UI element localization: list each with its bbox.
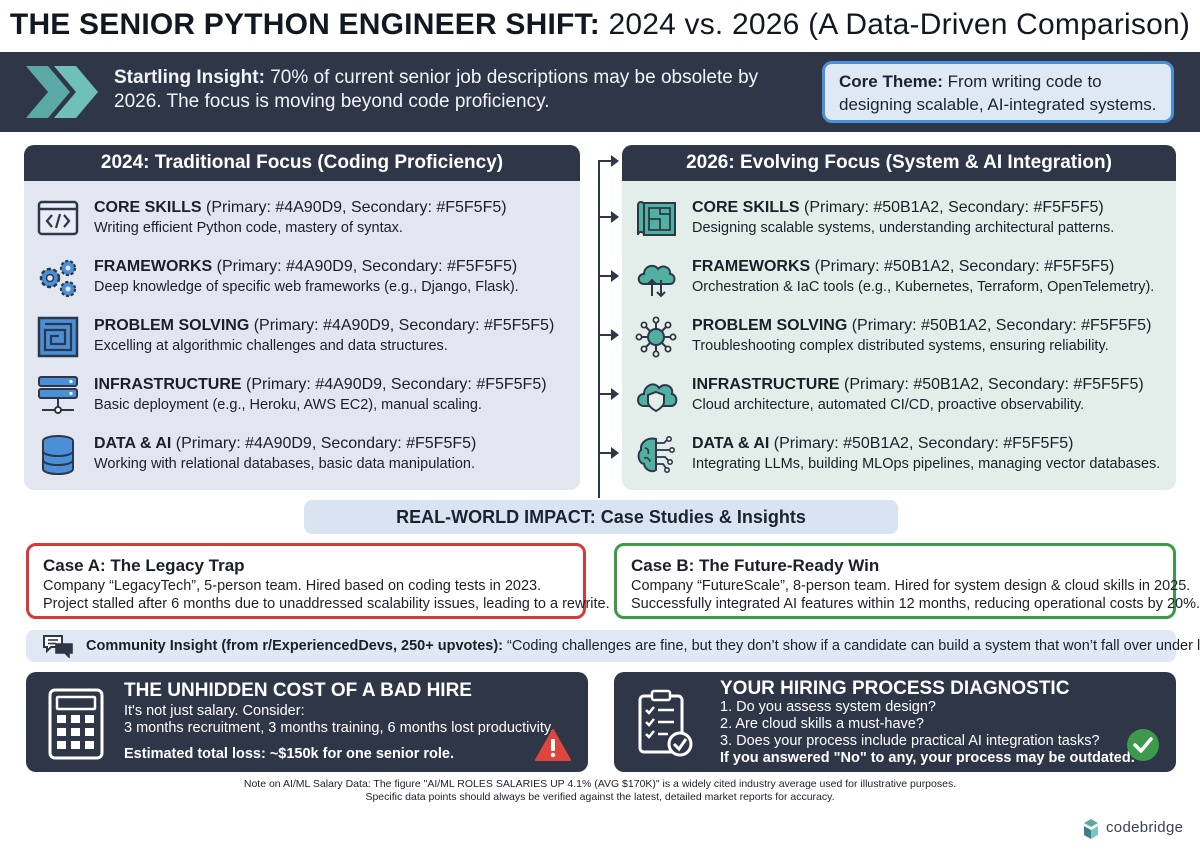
- arrow-core-skills: [599, 211, 619, 223]
- arrow-frameworks: [599, 270, 619, 282]
- diagnostic-q2: 2. Are cloud skills a must-have?: [720, 716, 924, 732]
- title-rest: 2024 vs. 2026 (A Data-Driven Comparison): [599, 8, 1191, 41]
- cloud-shield-icon: [637, 383, 678, 413]
- item-desc: Deep knowledge of specific web framework…: [94, 279, 519, 295]
- item-title: INFRASTRUCTURE: [692, 376, 840, 393]
- case-b-card: Case B: The Future-Ready Win Company “Fu…: [614, 543, 1200, 619]
- item-meta: (Primary: #50B1A2, Secondary: #F5F5F5): [799, 199, 1104, 216]
- item-title: DATA & AI: [692, 435, 770, 452]
- item-desc: Orchestration & IaC tools (e.g., Kuberne…: [692, 279, 1155, 295]
- case-a-title: Case A: The Legacy Trap: [43, 556, 245, 575]
- item-desc: Integrating LLMs, building MLOps pipelin…: [692, 456, 1161, 472]
- item-title: CORE SKILLS: [94, 199, 202, 216]
- note-line1: Note on AI/ML Salary Data: The figure "A…: [243, 778, 957, 790]
- server-icon: [38, 376, 78, 414]
- gears-icon: [39, 259, 77, 298]
- item-title: FRAMEWORKS: [94, 258, 213, 275]
- arrow-heading: [599, 155, 619, 167]
- cost-line2: 3 months recruitment, 3 months training,…: [124, 720, 555, 736]
- case-b-line1: Company “FutureScale”, 8-person team. Hi…: [631, 578, 1191, 594]
- item-meta: (Primary: #4A90D9, Secondary: #F5F5F5): [171, 435, 477, 452]
- bad-hire-cost-panel: THE UNHIDDEN COST OF A BAD HIRE It's not…: [26, 672, 588, 772]
- insight-label: Startling Insight:: [114, 67, 265, 88]
- item-meta: (Primary: #50B1A2, Secondary: #F5F5F5): [810, 258, 1115, 275]
- hiring-diagnostic-panel: YOUR HIRING PROCESS DIAGNOSTIC 1. Do you…: [614, 672, 1176, 772]
- item-title: INFRASTRUCTURE: [94, 376, 242, 393]
- item-meta: (Primary: #4A90D9, Secondary: #F5F5F5): [241, 376, 547, 393]
- item-meta: (Primary: #50B1A2, Secondary: #F5F5F5): [847, 317, 1152, 334]
- diagnostic-verdict: If you answered "No" to any, your proces…: [720, 750, 1135, 766]
- calculator-icon: [48, 688, 104, 760]
- database-icon: [42, 435, 74, 476]
- arrow-problem-solving: [599, 329, 619, 341]
- theme-label: Core Theme:: [839, 72, 943, 91]
- column-2024-heading: 2024: Traditional Focus (Coding Proficie…: [24, 145, 580, 181]
- item-title: CORE SKILLS: [692, 199, 800, 216]
- item-desc: Cloud architecture, automated CI/CD, pro…: [692, 397, 1085, 413]
- case-b-line2: Successfully integrated AI features with…: [631, 596, 1200, 612]
- codebridge-logo-icon: [1084, 819, 1098, 839]
- chat-bubbles-icon: [43, 635, 73, 658]
- diagnostic-q3: 3. Does your process include practical A…: [720, 733, 1100, 749]
- brand-name: codebridge: [1106, 819, 1184, 836]
- column-2026: 2026: Evolving Focus (System & AI Integr…: [622, 145, 1176, 490]
- theme-text: From writing code to designing scalable,…: [839, 72, 1157, 114]
- cost-title: THE UNHIDDEN COST OF A BAD HIRE: [124, 680, 472, 701]
- blueprint-icon: [637, 201, 676, 236]
- case-b-title: Case B: The Future-Ready Win: [631, 556, 880, 575]
- item-title: FRAMEWORKS: [692, 258, 811, 275]
- cost-line3: Estimated total loss: ~$150k for one sen…: [124, 746, 454, 762]
- item-desc: Troubleshooting complex distributed syst…: [692, 338, 1109, 354]
- item-meta: (Primary: #4A90D9, Secondary: #F5F5F5): [212, 258, 518, 275]
- check-circle-icon: [1127, 729, 1159, 761]
- column-2026-heading: 2026: Evolving Focus (System & AI Integr…: [622, 145, 1176, 181]
- insight-banner: Startling Insight: 70% of current senior…: [0, 52, 1200, 132]
- page-title: THE SENIOR PYTHON ENGINEER SHIFT: 2024 v…: [0, 8, 1200, 42]
- arrow-data-ai: [599, 447, 619, 459]
- code-window-icon: [37, 200, 79, 236]
- arrow-infrastructure: [599, 388, 619, 400]
- startling-insight: Startling Insight: 70% of current senior…: [114, 66, 794, 114]
- brain-circuit-icon: [637, 435, 675, 473]
- item-meta: (Primary: #50B1A2, Secondary: #F5F5F5): [769, 435, 1074, 452]
- community-label: Community Insight (from r/ExperiencedDev…: [86, 638, 503, 654]
- case-a-card: Case A: The Legacy Trap Company “LegacyT…: [26, 543, 610, 619]
- note-line2: Specific data points should always be ve…: [365, 791, 835, 803]
- item-desc: Excelling at algorithmic challenges and …: [94, 338, 448, 354]
- item-meta: (Primary: #4A90D9, Secondary: #F5F5F5): [201, 199, 507, 216]
- diagnostic-title: YOUR HIRING PROCESS DIAGNOSTIC: [720, 678, 1070, 699]
- brand-logo: codebridge: [1082, 818, 1183, 840]
- case-a-line2: Project stalled after 6 months due to un…: [43, 596, 610, 612]
- item-meta: (Primary: #50B1A2, Secondary: #F5F5F5): [839, 376, 1144, 393]
- warning-icon: [535, 729, 571, 761]
- maze-icon: [37, 316, 79, 358]
- item-desc: Writing efficient Python code, mastery o…: [94, 220, 403, 236]
- insight-text: 70% of current senior job descriptions m…: [114, 67, 759, 112]
- impact-heading: REAL-WORLD IMPACT: Case Studies & Insigh…: [304, 500, 898, 534]
- double-chevron-icon: [26, 66, 98, 118]
- cost-line1: It's not just salary. Consider:: [124, 703, 305, 719]
- community-quote: “Coding challenges are fine, but they do…: [502, 638, 1200, 654]
- item-desc: Basic deployment (e.g., Heroku, AWS EC2)…: [94, 397, 482, 413]
- core-theme-box: Core Theme: From writing code to designi…: [822, 61, 1174, 123]
- timeline-connector: [598, 160, 600, 498]
- case-a-line1: Company “LegacyTech”, 5-person team. Hir…: [43, 578, 542, 594]
- column-2024: 2024: Traditional Focus (Coding Proficie…: [24, 145, 580, 490]
- diagnostic-q1: 1. Do you assess system design?: [720, 699, 936, 715]
- item-title: PROBLEM SOLVING: [692, 317, 848, 334]
- item-title: PROBLEM SOLVING: [94, 317, 250, 334]
- salary-note: Note on AI/ML Salary Data: The figure "A…: [0, 778, 1200, 804]
- item-desc: Working with relational databases, basic…: [94, 456, 475, 472]
- clipboard-check-icon: [638, 689, 693, 757]
- cloud-transfer-icon: [637, 264, 676, 298]
- network-hub-icon: [635, 316, 677, 358]
- title-bold: THE SENIOR PYTHON ENGINEER SHIFT:: [9, 8, 600, 41]
- item-desc: Designing scalable systems, understandin…: [692, 220, 1115, 236]
- item-meta: (Primary: #4A90D9, Secondary: #F5F5F5): [249, 317, 555, 334]
- item-title: DATA & AI: [94, 435, 172, 452]
- community-insight: Community Insight (from r/ExperiencedDev…: [26, 630, 1200, 662]
